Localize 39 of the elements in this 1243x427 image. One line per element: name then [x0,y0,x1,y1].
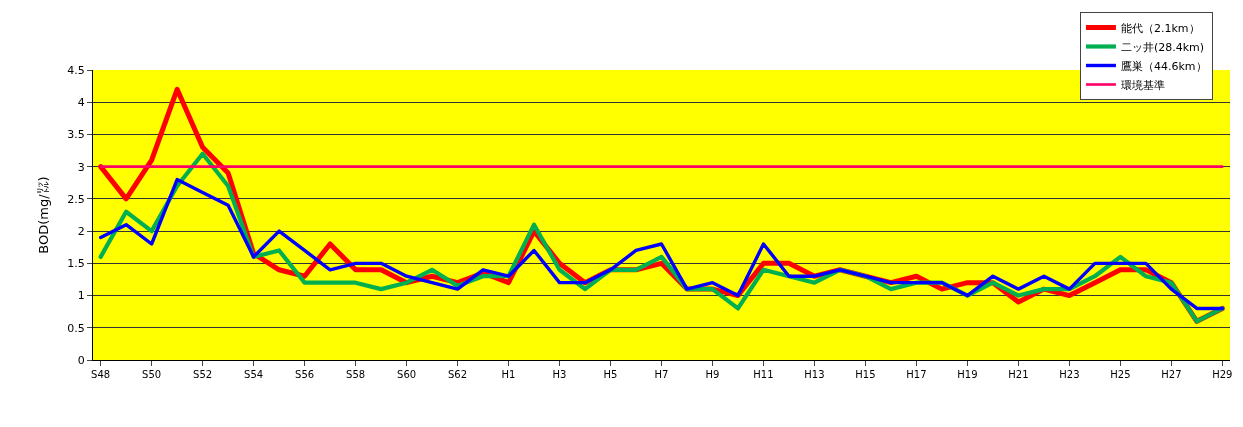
x-tick-label: H3 [552,369,567,380]
x-tick-label: H13 [804,369,825,380]
y-tick-label: 3.5 [67,128,85,142]
x-tick-label: H27 [1161,369,1182,380]
x-tick-label: S58 [346,369,366,380]
y-tick-label: 2.5 [67,192,85,206]
x-tick-label: H23 [1059,369,1080,380]
x-tick-label: S54 [244,369,264,380]
legend-label: 能代（2.1km） [1120,21,1200,35]
y-tick-label: 3 [77,160,85,174]
x-tick-label: H19 [957,369,978,380]
y-tick-label: 4.5 [67,63,85,77]
x-tick-label: H17 [906,369,927,380]
x-tick-label: H7 [654,369,669,380]
y-tick-label: 0.5 [67,321,85,335]
x-tick-label: S52 [193,369,213,380]
x-tick-label: H11 [753,369,774,380]
y-tick-label: 2 [77,224,85,238]
legend-label: 二ッ井(28.4km) [1120,40,1205,54]
y-tick-label: 1.5 [67,257,85,271]
x-tick-label: S50 [142,369,162,380]
line-series [98,177,1225,311]
x-tick-label: H15 [855,369,876,380]
x-tick-label: S60 [397,369,417,380]
x-tick-label: S62 [448,369,468,380]
y-tick-label: 1 [77,289,85,303]
y-tick-label: 4 [77,96,85,110]
legend-label: 環境基準 [1120,78,1165,92]
x-tick-label: H5 [603,369,618,380]
x-tick-label: S48 [91,369,111,380]
x-tick-label: S56 [295,369,315,380]
x-tick-label: H21 [1008,369,1029,380]
x-tick-label: H9 [705,369,720,380]
x-tick-label: H25 [1110,369,1131,380]
x-tick-label: H29 [1212,369,1233,380]
legend-label: 鷹巣（44.6km） [1120,59,1207,73]
y-axis-title: BOD(mg/㍑) [36,176,52,254]
x-tick-label: H1 [501,369,516,380]
y-tick-label: 0 [77,353,85,367]
